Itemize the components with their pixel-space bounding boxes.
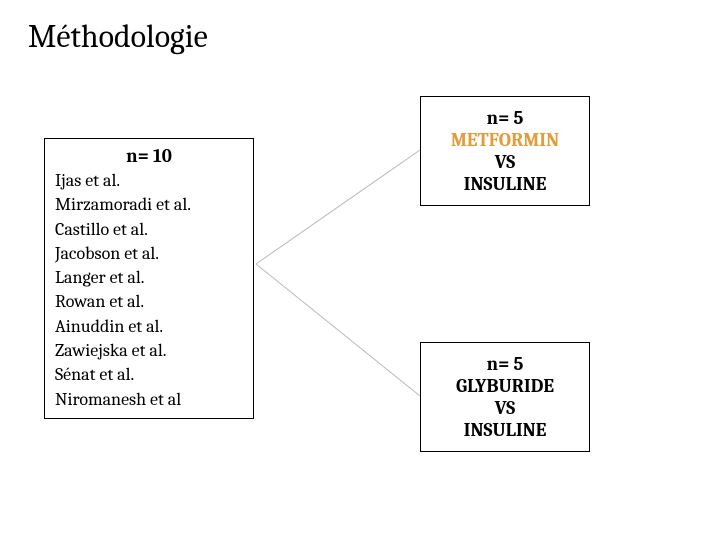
metformin-n: n= 5 bbox=[427, 107, 583, 129]
page-title: Méthodologie bbox=[28, 18, 208, 55]
slide: Méthodologie n= 10 Ijas et al. Mirzamora… bbox=[0, 0, 720, 540]
glyburide-comparator: INSULINE bbox=[427, 419, 583, 441]
studies-box: n= 10 Ijas et al. Mirzamoradi et al. Cas… bbox=[44, 138, 254, 419]
list-item: Langer et al. bbox=[55, 266, 243, 290]
list-item: Mirzamoradi et al. bbox=[55, 193, 243, 217]
list-item: Zawiejska et al. bbox=[55, 339, 243, 363]
metformin-box: n= 5 METFORMIN VS INSULINE bbox=[420, 96, 590, 206]
metformin-comparator: INSULINE bbox=[427, 173, 583, 195]
list-item: Rowan et al. bbox=[55, 290, 243, 314]
list-item: Niromanesh et al bbox=[55, 388, 243, 412]
list-item: Castillo et al. bbox=[55, 218, 243, 242]
metformin-drug: METFORMIN bbox=[427, 129, 583, 151]
connector-to-metformin bbox=[256, 150, 420, 264]
glyburide-drug: GLYBURIDE bbox=[427, 375, 583, 397]
metformin-vs: VS bbox=[427, 151, 583, 173]
glyburide-box: n= 5 GLYBURIDE VS INSULINE bbox=[420, 342, 590, 452]
glyburide-n: n= 5 bbox=[427, 353, 583, 375]
studies-list: Ijas et al. Mirzamoradi et al. Castillo … bbox=[55, 169, 243, 412]
list-item: Ainuddin et al. bbox=[55, 315, 243, 339]
glyburide-vs: VS bbox=[427, 397, 583, 419]
connector-to-glyburide bbox=[256, 264, 420, 396]
list-item: Ijas et al. bbox=[55, 169, 243, 193]
list-item: Jacobson et al. bbox=[55, 242, 243, 266]
list-item: Sénat et al. bbox=[55, 363, 243, 387]
studies-count: n= 10 bbox=[55, 145, 243, 167]
